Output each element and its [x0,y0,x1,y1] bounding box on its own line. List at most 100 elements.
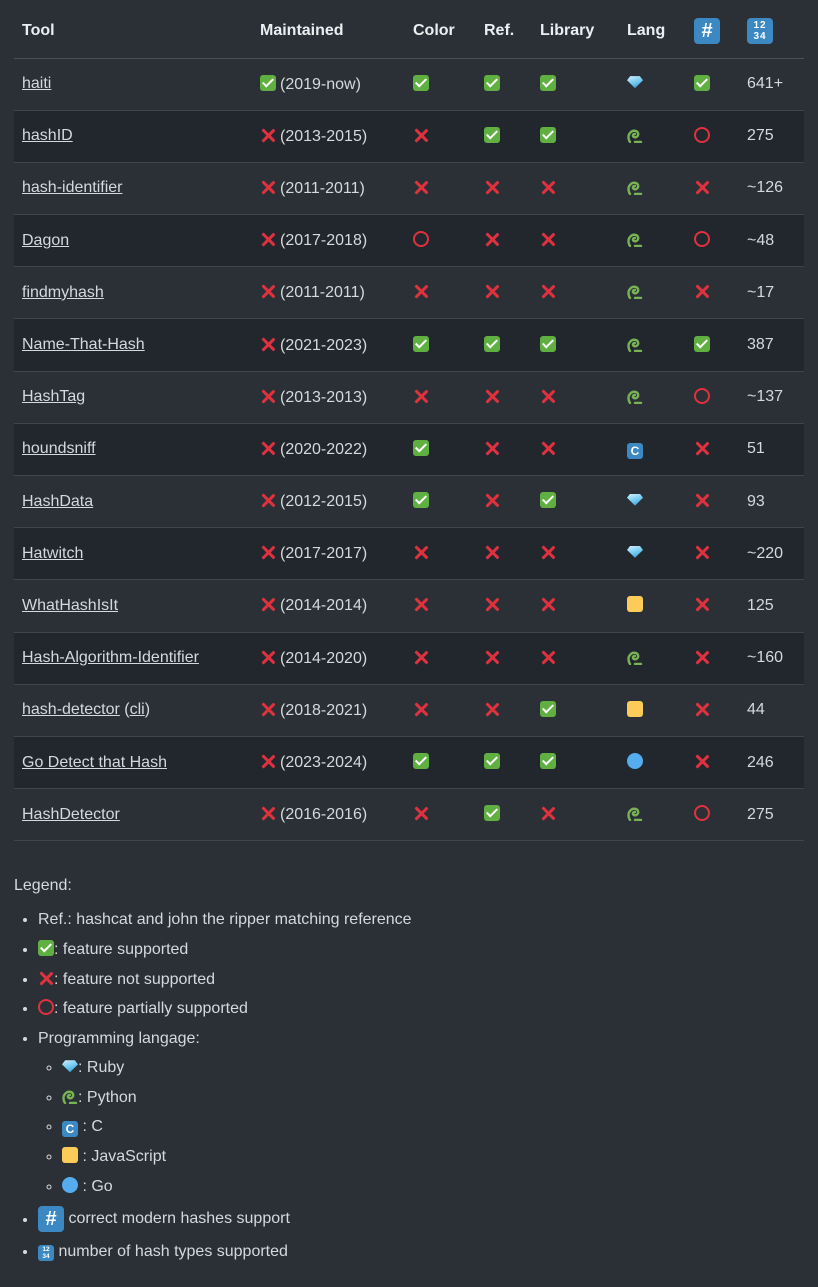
cell-maintained: (2012-2015) [252,474,405,528]
gem-icon [627,545,643,558]
cross-icon [694,701,710,717]
tool-link[interactable]: haiti [22,75,52,93]
check-icon [540,335,556,352]
cell-maintained: (2021-2023) [252,318,405,372]
snake-icon [627,127,643,143]
cross-icon [413,805,429,821]
cross-icon [694,179,710,195]
tool-link[interactable]: HashDetector [22,805,120,823]
legend-lang-go: : Go [62,1176,804,1197]
tool-link[interactable]: hash-detector [22,701,120,719]
check-icon [540,492,556,509]
cell-count: 125 [739,579,804,633]
cell-maintained: (2020-2022) [252,422,405,476]
tool-link[interactable]: hash-identifier [22,179,123,197]
check-icon [694,335,710,352]
maintained-years: (2011-2011) [280,284,365,302]
cross-icon [540,544,556,560]
tool-link[interactable]: Hash-Algorithm-Identifier [22,649,199,667]
maintained-years: (2014-2014) [280,597,368,615]
cell-lang [619,683,686,737]
cell-ref [476,57,532,111]
comparison-table: Tool Maintained Color Ref. Library Lang … [14,4,804,842]
cross-icon [260,596,276,612]
tool-link[interactable]: HashData [22,492,94,510]
cell-tool: HashDetector [14,788,252,842]
cell-modern [686,370,739,424]
cell-color [405,318,476,372]
check-icon [413,753,429,770]
cell-modern [686,318,739,372]
check-icon [540,700,556,717]
blue-circle-icon [627,753,643,770]
circle-icon [694,387,710,404]
table-row: Hash-Algorithm-Identifier (2014-2020) ~160 [14,631,804,685]
cell-ref [476,266,532,319]
blue-circle-icon [62,1176,78,1193]
cell-modern [686,631,739,685]
cross-icon [484,544,500,560]
header-color: Color [405,4,476,59]
cell-library [532,161,619,215]
check-icon [413,335,429,352]
header-tool: Tool [14,4,252,59]
cell-tool: hashID [14,109,252,163]
header-ref: Ref. [476,4,532,59]
tool-link[interactable]: houndsniff [22,440,96,458]
tool-link[interactable]: Dagon [22,231,70,249]
cross-icon [484,179,500,195]
header-count: 12 34 [739,4,804,59]
tool-link[interactable]: Hatwitch [22,544,84,562]
check-icon [413,492,429,509]
cell-library [532,214,619,267]
cell-library [532,735,619,789]
cell-library [532,109,619,163]
yellow-square-icon [627,596,643,613]
tool-link[interactable]: HashTag [22,388,86,406]
cell-lang [619,370,686,424]
check-icon [540,74,556,91]
cell-maintained: (2019-now) [252,57,405,111]
yellow-square-icon [62,1146,78,1163]
gem-icon [627,493,643,506]
tool-link[interactable]: hashID [22,127,73,145]
maintained-years: (2017-2018) [280,232,368,250]
maintained-years: (2011-2011) [280,179,365,197]
tool-link[interactable]: Name-That-Hash [22,336,145,354]
tool-link[interactable]: WhatHashIsIt [22,596,119,614]
cross-icon [484,283,500,299]
header-lang: Lang [619,4,686,59]
cross-icon [540,231,556,247]
input-numbers-icon: 12 34 [38,1245,54,1262]
cell-tool: HashTag [14,370,252,424]
cell-ref [476,631,532,685]
cross-icon [413,544,429,560]
check-icon [694,74,710,91]
maintained-years: (2016-2016) [280,806,368,824]
cell-count: ~48 [739,214,804,267]
cell-count: 51 [739,422,804,476]
cross-icon [413,388,429,404]
gem-icon [62,1060,78,1073]
tool-extra-link[interactable]: cli [129,701,145,719]
cell-modern [686,266,739,319]
legend-item-supported: : feature supported [38,939,804,960]
cell-library [532,318,619,372]
cell-count: ~220 [739,527,804,580]
snake-icon [627,388,643,404]
cell-lang [619,788,686,842]
cell-maintained: (2014-2020) [252,631,405,685]
cell-library [532,788,619,842]
tool-link[interactable]: Go Detect that Hash [22,753,167,771]
cross-icon [484,596,500,612]
table-row: Hatwitch (2017-2017) ~220 [14,527,804,580]
table-row: haiti (2019-now) 641+ [14,57,804,111]
cell-color [405,161,476,215]
cell-color [405,474,476,528]
cross-icon [260,805,276,821]
cell-modern [686,422,739,476]
header-library: Library [532,4,619,59]
table-body: haiti (2019-now) 641+ hashID (2013-2015) 275 h… [14,57,804,842]
tool-link[interactable]: findmyhash [22,283,104,301]
